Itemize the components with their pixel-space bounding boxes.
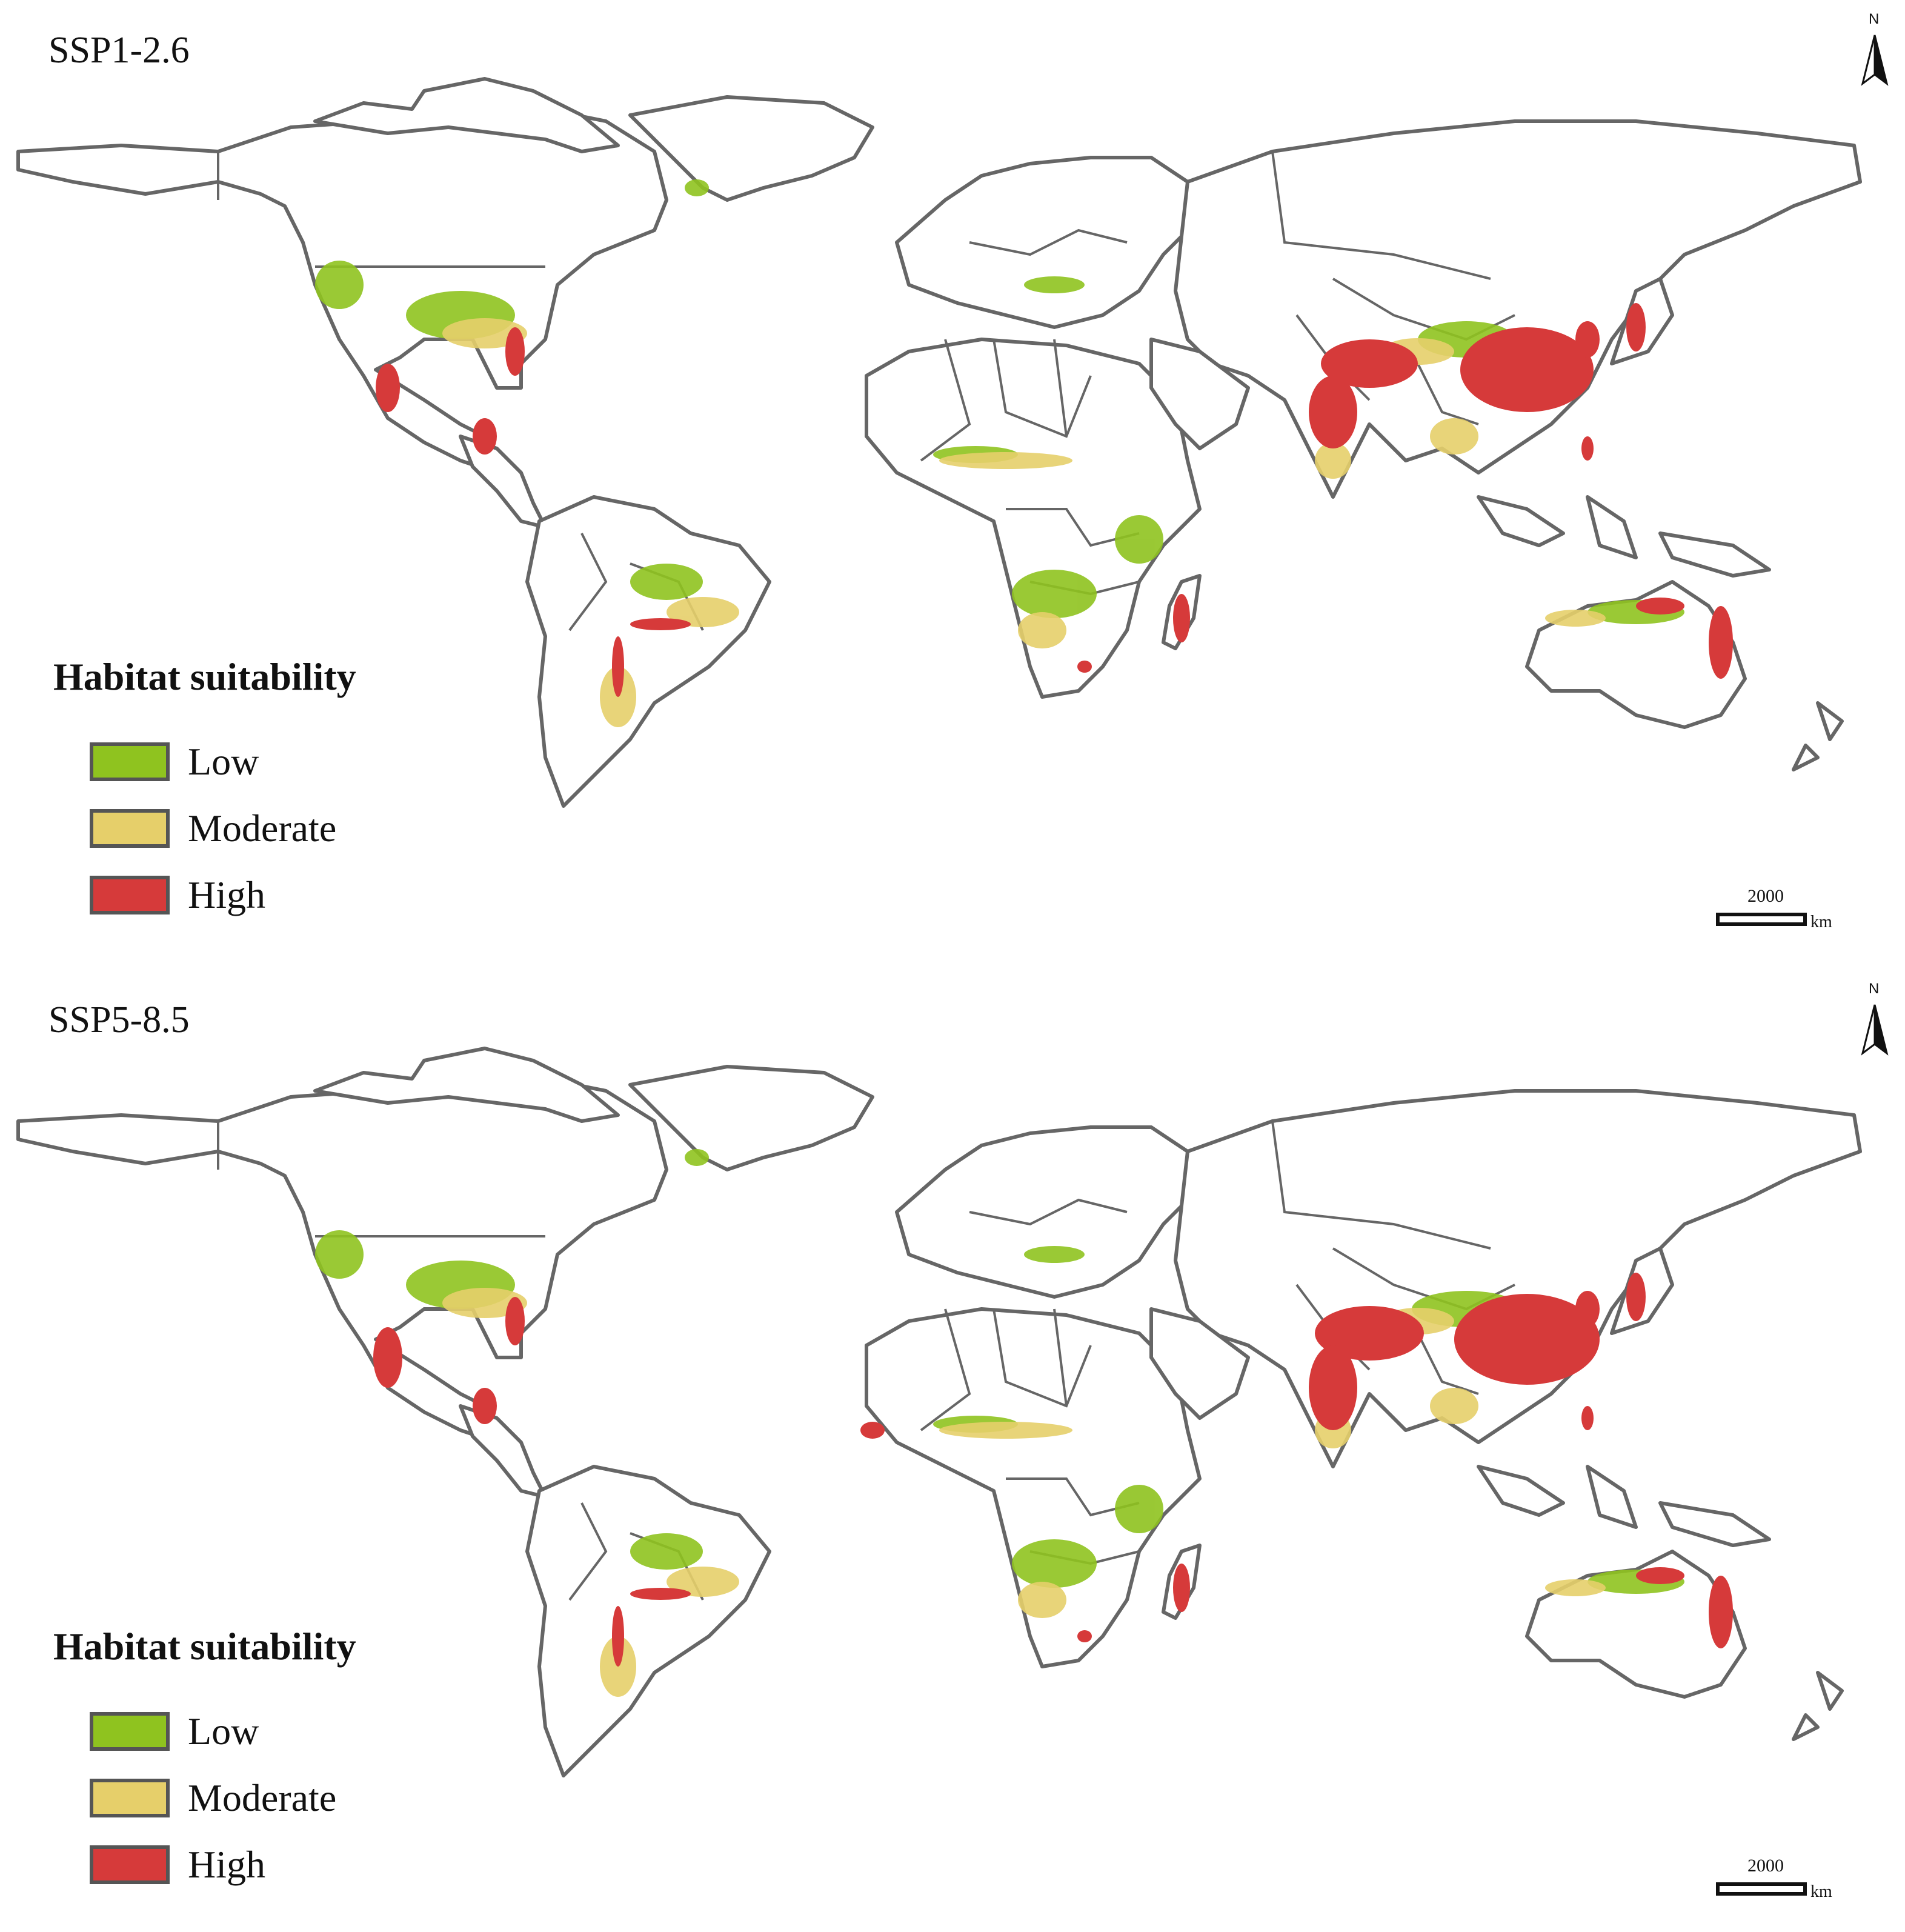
- legend-label: Low: [188, 1710, 259, 1753]
- asia-outline: [1174, 1089, 1862, 1468]
- north-arrow-icon: N: [1858, 11, 1892, 90]
- scale-value: 2000: [1747, 886, 1784, 906]
- legend-swatch-high: [90, 876, 170, 914]
- legend-label: Low: [188, 740, 259, 783]
- legend-swatch-low: [90, 742, 170, 781]
- scale-bar: 2000 km: [1716, 886, 1849, 941]
- legend-item-high: High: [53, 1831, 356, 1898]
- legend-label: High: [188, 1843, 265, 1886]
- north-arrow-glyph-icon: [1861, 35, 1889, 86]
- scale-value: 2000: [1747, 1856, 1784, 1876]
- world-map: [16, 1047, 1862, 1777]
- scale-bar-box: [1716, 1882, 1807, 1896]
- new-zealand-outline: [1792, 701, 1844, 771]
- arctic-islands-outline: [313, 1047, 620, 1123]
- scale-unit: km: [1810, 913, 1832, 931]
- africa-outline: [865, 1307, 1202, 1668]
- europe-outline: [895, 1125, 1189, 1299]
- greenland-outline: [628, 95, 874, 202]
- scale-unit: km: [1810, 1882, 1832, 1901]
- legend: Habitat suitability Low Moderate High: [53, 1624, 356, 1898]
- arctic-islands-outline: [313, 77, 620, 153]
- legend-title: Habitat suitability: [53, 655, 356, 698]
- scale-bar: 2000 km: [1716, 1856, 1849, 1910]
- legend-label: High: [188, 873, 265, 916]
- north-label: N: [1869, 11, 1880, 27]
- se-asia-islands-outline: [1477, 1465, 1771, 1547]
- new-zealand-outline: [1792, 1671, 1844, 1741]
- south-america-outline: [525, 1465, 771, 1777]
- europe-outline: [895, 156, 1189, 329]
- north-arrow-icon: N: [1858, 981, 1892, 1059]
- legend-label: Moderate: [188, 1776, 337, 1819]
- legend-item-low: Low: [53, 728, 356, 795]
- legend-swatch-low: [90, 1712, 170, 1751]
- legend-title: Habitat suitability: [53, 1625, 356, 1668]
- legend-label: Moderate: [188, 807, 337, 850]
- africa-outline: [865, 338, 1202, 699]
- south-america-outline: [525, 495, 771, 808]
- legend-swatch-high: [90, 1845, 170, 1884]
- north-arrow-glyph-icon: [1861, 1004, 1889, 1056]
- legend-item-moderate: Moderate: [53, 1765, 356, 1831]
- panel-title: SSP5-8.5: [48, 999, 190, 1041]
- se-asia-islands-outline: [1477, 495, 1771, 578]
- legend-item-high: High: [53, 862, 356, 928]
- scale-bar-box: [1716, 913, 1807, 926]
- map-panel-ssp585: SSP5-8.5 N Habitat suitability Low Moder…: [0, 970, 1905, 1932]
- suitability-high: [376, 303, 1733, 697]
- central-america-outline: [459, 435, 547, 529]
- world-map: [16, 77, 1862, 808]
- arabia-outline: [1149, 1307, 1250, 1420]
- asia-outline: [1174, 119, 1862, 499]
- legend: Habitat suitability Low Moderate High: [53, 655, 356, 928]
- central-america-outline: [459, 1404, 547, 1499]
- suitability-high: [373, 1273, 1733, 1667]
- legend-swatch-moderate: [90, 809, 170, 848]
- arabia-outline: [1149, 338, 1250, 450]
- legend-item-low: Low: [53, 1698, 356, 1765]
- legend-swatch-moderate: [90, 1779, 170, 1817]
- map-panel-ssp126: SSP1-2.6 N Habitat suitability Low Moder…: [0, 0, 1905, 962]
- legend-item-moderate: Moderate: [53, 795, 356, 862]
- north-label: N: [1869, 981, 1880, 997]
- panel-title: SSP1-2.6: [48, 30, 190, 71]
- greenland-outline: [628, 1065, 874, 1171]
